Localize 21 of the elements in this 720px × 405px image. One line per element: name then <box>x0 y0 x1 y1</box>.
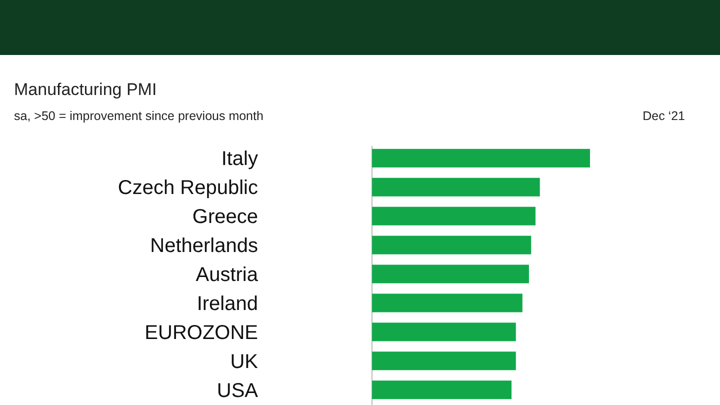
text: Dec ‘21 <box>642 109 686 123</box>
y-tick-label: Netherlands <box>150 235 258 258</box>
bar <box>372 236 532 254</box>
bar <box>372 148 590 168</box>
y-tick-label: EUROZONE <box>144 322 258 344</box>
bar <box>372 380 512 400</box>
text: Manufacturing PMI <box>14 80 157 99</box>
y-tick-label: Greece <box>192 206 258 228</box>
y-tick-label: Czech Republic <box>118 177 258 200</box>
bar <box>372 178 540 196</box>
bar <box>372 206 536 226</box>
bar <box>372 264 529 284</box>
y-tick-label: UK <box>230 350 259 373</box>
y-tick-label: Austria <box>196 264 259 286</box>
bar <box>372 294 522 312</box>
y-tick-label: Italy <box>221 148 258 170</box>
y-tick-label: USA <box>216 380 259 402</box>
bar <box>372 322 516 342</box>
bar <box>372 352 516 370</box>
text: sa, >50 = improvement since previous month <box>14 109 264 123</box>
y-tick-label: Ireland <box>196 292 258 315</box>
